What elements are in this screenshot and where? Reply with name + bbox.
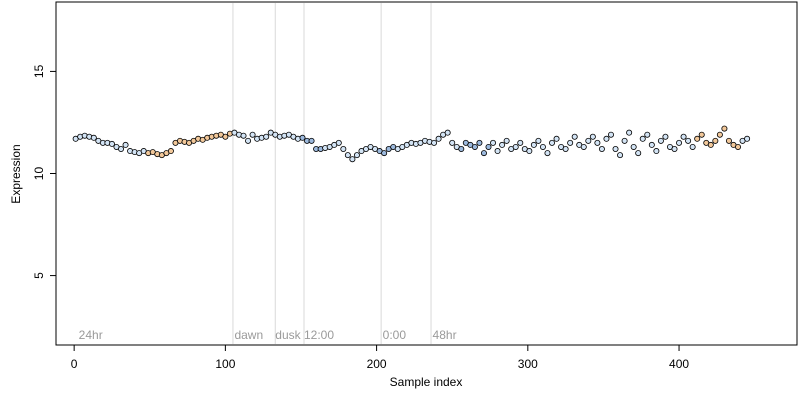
data-point (662, 133, 669, 140)
data-point (553, 135, 560, 142)
x-axis: 0 100 200 300 400 (71, 344, 689, 371)
data-point (725, 137, 732, 144)
data-point (630, 143, 637, 150)
x-tick-label: 400 (669, 357, 689, 371)
annotation-label: 48hr (433, 328, 457, 342)
data-point (544, 150, 551, 157)
data-point (735, 143, 742, 150)
data-point (118, 145, 125, 152)
data-point (485, 143, 492, 150)
data-point (567, 139, 574, 146)
data-point (626, 129, 633, 136)
data-point (344, 152, 351, 159)
annotation-label: 0:00 (383, 328, 407, 342)
data-point (539, 143, 546, 150)
data-point (639, 135, 646, 142)
data-point (571, 133, 578, 140)
data-point (517, 139, 524, 146)
y-axis: 5 10 15 (32, 64, 57, 279)
data-point (249, 131, 256, 138)
data-point (621, 137, 628, 144)
data-point (476, 139, 483, 146)
data-point (685, 137, 692, 144)
data-point (671, 145, 678, 152)
data-point (167, 148, 174, 155)
data-point (549, 139, 556, 146)
x-tick-label: 0 (71, 357, 78, 371)
annotation-label: dusk (275, 328, 301, 342)
data-point (526, 148, 533, 155)
data-point (494, 148, 501, 155)
data-point (499, 141, 506, 148)
data-point (603, 135, 610, 142)
data-point (617, 152, 624, 159)
data-point (680, 133, 687, 140)
data-point (431, 139, 438, 146)
data-point (676, 139, 683, 146)
data-points (72, 125, 751, 163)
data-point (635, 150, 642, 157)
data-point (512, 143, 519, 150)
data-point (240, 132, 247, 139)
data-point (657, 137, 664, 144)
data-point (707, 141, 714, 148)
annotation-labels: 24hr dawn dusk 12:00 0:00 48hr (79, 328, 457, 342)
x-tick-label: 100 (215, 357, 235, 371)
data-point (335, 139, 342, 146)
y-tick-label: 15 (32, 64, 46, 78)
data-point (340, 145, 347, 152)
data-point (607, 131, 614, 138)
data-point (562, 145, 569, 152)
data-point (535, 137, 542, 144)
data-point (480, 150, 487, 157)
x-tick-label: 300 (518, 357, 538, 371)
data-point (245, 137, 252, 144)
data-point (744, 135, 751, 142)
x-tick-label: 200 (367, 357, 387, 371)
data-point (598, 145, 605, 152)
y-tick-label: 10 (32, 167, 46, 181)
data-point (299, 134, 306, 141)
y-axis-title: Expression (9, 144, 23, 203)
data-point (712, 137, 719, 144)
data-point (108, 140, 115, 147)
data-point (585, 137, 592, 144)
data-point (444, 129, 451, 136)
plot-frame (55, 1, 798, 346)
data-point (503, 137, 510, 144)
data-point (122, 141, 129, 148)
data-point (90, 134, 97, 141)
data-point (263, 133, 270, 140)
data-point (594, 139, 601, 146)
x-axis-title: Sample index (390, 375, 463, 389)
data-point (580, 143, 587, 150)
data-point (644, 131, 651, 138)
data-point (349, 156, 356, 163)
data-point (648, 141, 655, 148)
data-point (435, 135, 442, 142)
data-point (694, 135, 701, 142)
annotation-label: 24hr (79, 328, 103, 342)
vertical-guide-lines (232, 3, 432, 344)
data-point (589, 133, 596, 140)
data-point (689, 143, 696, 150)
data-point (458, 145, 465, 152)
y-tick-label: 5 (32, 272, 46, 279)
data-point (222, 133, 229, 140)
data-point (721, 125, 728, 132)
data-point (471, 143, 478, 150)
data-point (381, 150, 388, 157)
data-point (308, 137, 315, 144)
data-point (353, 152, 360, 159)
annotation-label: dawn (234, 328, 263, 342)
data-point (698, 131, 705, 138)
data-point (612, 145, 619, 152)
data-point (716, 131, 723, 138)
data-point (490, 139, 497, 146)
annotation-label: 12:00 (304, 328, 334, 342)
data-point (530, 141, 537, 148)
data-point (449, 139, 456, 146)
data-point (653, 148, 660, 155)
